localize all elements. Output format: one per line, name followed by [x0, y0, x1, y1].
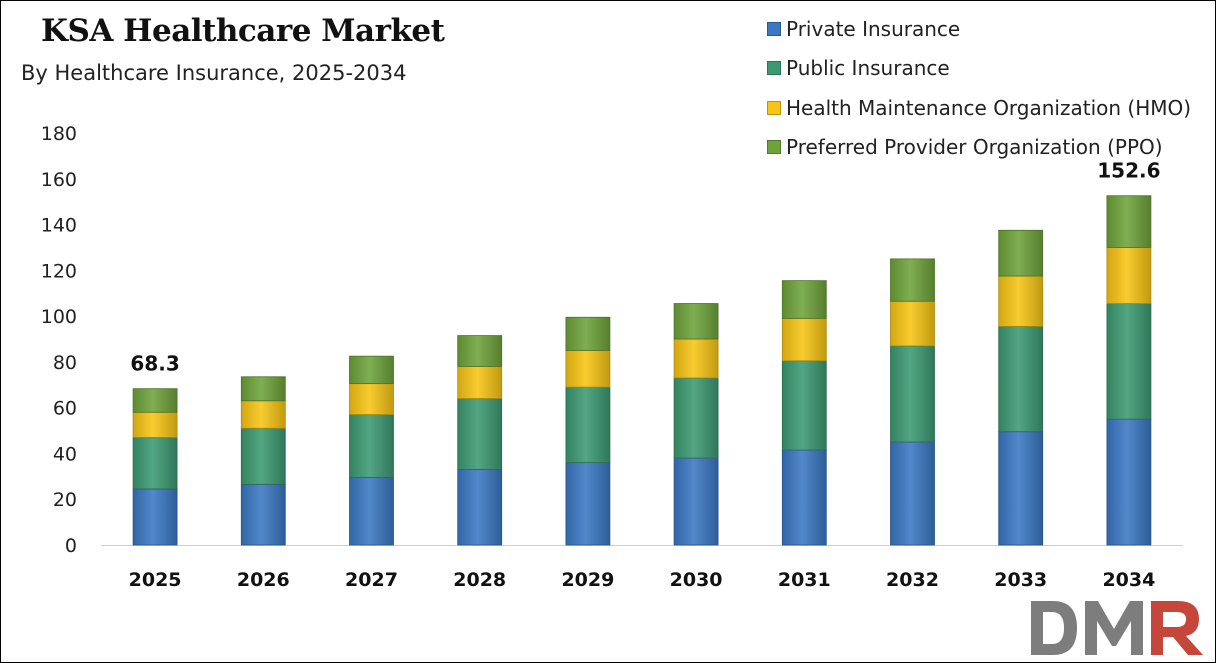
data-label-2034: 152.6: [1097, 159, 1160, 183]
y-tick-label: 60: [53, 398, 77, 420]
logo-d-shape: [1031, 601, 1077, 655]
bar-segment-2026-0: [240, 483, 286, 546]
bar-segment-2030-0: [673, 457, 719, 546]
bar-segment-2032-2: [890, 300, 935, 347]
bar-segment-2027-2: [349, 383, 394, 415]
bar-segment-2026-1: [240, 427, 286, 485]
bar-segment-2025-2: [132, 411, 178, 438]
bar-segment-2029-1: [565, 386, 611, 464]
bar-segment-2032-1: [890, 345, 935, 443]
bar-segment-2034-1: [1106, 303, 1152, 420]
data-label-2025: 68.3: [130, 352, 179, 376]
legend-label-private-insurance: Private Insurance: [786, 16, 961, 41]
bar-segment-2033-0: [998, 431, 1044, 546]
y-tick-label: 140: [41, 215, 77, 237]
logo-r-shape: [1151, 601, 1203, 655]
bar-segment-2027-3: [349, 355, 394, 385]
bar-segment-2031-3: [781, 280, 827, 319]
legend-label-public-insurance: Public Insurance: [786, 56, 950, 81]
bar-segment-2025-1: [132, 437, 178, 490]
legend-item-hmo: Health Maintenance Organization (HMO): [767, 88, 1191, 128]
legend-swatch-hmo: [767, 100, 781, 115]
bar-segment-2029-0: [565, 462, 611, 546]
y-tick-label: 0: [65, 535, 77, 557]
legend-item-public-insurance: Public Insurance: [767, 49, 1191, 89]
legend-label-ppo: Preferred Provider Organization (PPO): [786, 135, 1163, 160]
bar-segment-2034-2: [1106, 247, 1152, 304]
legend-swatch-ppo: [767, 140, 781, 155]
y-tick-label: 180: [41, 123, 77, 145]
y-tick-label: 120: [41, 260, 77, 282]
y-tick-label: 20: [53, 489, 77, 511]
bar-segment-2027-1: [349, 414, 394, 478]
x-tick-label: 2033: [994, 569, 1047, 591]
bar-segment-2025-0: [132, 488, 178, 546]
x-tick-label: 2031: [778, 569, 831, 591]
bar-segment-2032-0: [890, 441, 935, 546]
x-tick-label: 2032: [886, 569, 939, 591]
bar-segment-2028-1: [457, 398, 503, 470]
bar-segment-2033-2: [998, 275, 1044, 327]
bar-segment-2029-3: [565, 316, 611, 351]
legend-label-hmo: Health Maintenance Organization (HMO): [786, 95, 1192, 120]
chart-title: KSA Healthcare Market: [41, 13, 445, 49]
y-tick-label: 40: [53, 443, 77, 465]
x-tick-label: 2029: [561, 569, 614, 591]
x-tick-label: 2025: [129, 569, 182, 591]
bar-segment-2028-3: [457, 335, 503, 367]
bar-segment-2030-2: [673, 338, 719, 379]
bar-segment-2026-3: [240, 376, 286, 402]
bar-segment-2030-3: [673, 303, 719, 340]
x-tick-label: 2028: [453, 569, 506, 591]
bar-segment-2031-1: [781, 360, 827, 451]
y-tick-label: 100: [41, 306, 77, 328]
x-tick-label: 2027: [345, 569, 398, 591]
bar-segment-2029-2: [565, 350, 611, 388]
dmr-logo: [1031, 601, 1203, 655]
logo-m-shape: [1085, 601, 1143, 655]
legend-item-ppo: Preferred Provider Organization (PPO): [767, 128, 1191, 168]
y-tick-label: 160: [41, 169, 77, 191]
chart-subtitle: By Healthcare Insurance, 2025-2034: [21, 61, 407, 85]
bar-segment-2033-1: [998, 326, 1044, 433]
x-tick-label: 2026: [237, 569, 290, 591]
bar-segment-2026-2: [240, 400, 286, 429]
x-tick-label: 2030: [670, 569, 723, 591]
bar-segment-2034-3: [1106, 195, 1152, 248]
legend-item-private-insurance: Private Insurance: [767, 9, 1191, 49]
bar-segment-2028-0: [457, 469, 503, 546]
bar-segment-2034-0: [1106, 418, 1152, 546]
bar-segment-2033-3: [998, 229, 1044, 277]
bar-segment-2028-2: [457, 366, 503, 399]
x-tick-label: 2034: [1102, 569, 1155, 591]
bar-segment-2031-0: [781, 449, 827, 546]
legend-swatch-public-insurance: [767, 61, 781, 76]
bar-segment-2032-3: [890, 258, 935, 302]
bar-segment-2027-0: [349, 477, 394, 546]
bar-segment-2030-1: [673, 377, 719, 459]
legend: Private Insurance Public Insurance Healt…: [767, 9, 1191, 167]
legend-swatch-private-insurance: [767, 21, 781, 36]
bar-segment-2031-2: [781, 317, 827, 362]
y-tick-label: 80: [53, 352, 77, 374]
bar-segment-2025-3: [132, 388, 178, 413]
